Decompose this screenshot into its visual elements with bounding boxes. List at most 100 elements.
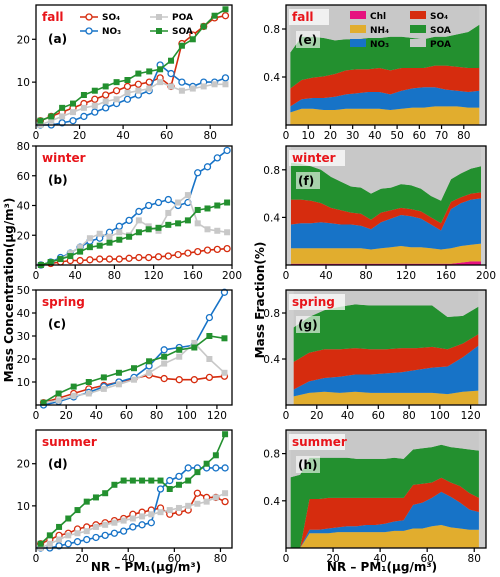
panel-label: (d) — [48, 457, 68, 471]
data-point — [113, 96, 120, 103]
data-point — [161, 353, 168, 360]
data-point — [178, 78, 186, 86]
area-panel-xtick-label: 80 — [359, 270, 372, 282]
line-panel-xtick-label: 0 — [33, 410, 40, 422]
data-point — [85, 390, 92, 397]
area-panel-ytick-label: 0.8 — [263, 449, 280, 461]
data-point — [203, 498, 210, 505]
data-point — [160, 346, 168, 354]
data-point — [65, 532, 72, 539]
data-point — [157, 66, 164, 73]
data-point — [222, 431, 229, 438]
data-point — [146, 358, 153, 365]
data-point — [176, 346, 183, 353]
data-point — [191, 339, 198, 346]
line-panel-ytick-label: 40 — [17, 201, 30, 213]
area-panel-xtick-label: 40 — [368, 130, 381, 142]
line-panel-xtick-label: 0 — [33, 553, 40, 565]
data-point — [175, 376, 183, 384]
data-point — [206, 333, 213, 339]
data-point — [56, 536, 63, 543]
data-point — [115, 381, 122, 388]
area-nh4 — [293, 390, 479, 405]
area-soa — [291, 162, 481, 224]
area-panel-xtick-label: 40 — [341, 410, 354, 422]
data-point — [80, 112, 88, 121]
plot-frame — [285, 289, 487, 406]
data-point — [154, 253, 163, 261]
data-point — [194, 220, 201, 227]
area-no3 — [291, 198, 481, 250]
data-point — [165, 209, 172, 216]
line-panel-xtick-label: 60 — [168, 553, 181, 565]
data-point — [135, 217, 142, 224]
data-point — [116, 229, 123, 236]
line-panel-xtick-label: 80 — [214, 553, 227, 565]
data-point — [224, 229, 231, 236]
data-point — [190, 376, 198, 384]
area-panel-xtick-label: 160 — [436, 270, 456, 282]
data-point — [194, 500, 201, 507]
line-panel-ytick-label: 10 — [17, 501, 30, 513]
data-point — [77, 248, 84, 255]
data-point — [115, 222, 123, 230]
series-line — [40, 81, 226, 126]
data-point — [134, 80, 143, 88]
data-point — [146, 369, 153, 376]
data-point — [214, 227, 221, 234]
line-panel-ytick-label: 10 — [17, 377, 30, 389]
data-point — [92, 494, 99, 501]
data-point — [221, 335, 228, 342]
area-so4 — [291, 192, 481, 231]
series-poa — [37, 79, 229, 128]
legend-label-poa: POA — [172, 13, 193, 23]
data-point — [211, 12, 218, 19]
data-point — [193, 489, 202, 497]
area-panel-xtick-label: 40 — [373, 553, 386, 565]
season-label: winter — [42, 151, 86, 165]
data-point — [48, 113, 55, 120]
data-point — [157, 477, 164, 484]
data-point — [106, 239, 113, 246]
right-x-axis-label: NR – PM₁(µg/m³) — [327, 560, 437, 574]
legend-label-chl: Chl — [370, 12, 386, 22]
area-panel-xtick-label: 60 — [413, 130, 426, 142]
line-panel-ytick-label: 60 — [17, 171, 30, 183]
data-point — [148, 511, 155, 518]
season-label: summer — [292, 435, 347, 449]
data-point — [70, 100, 77, 107]
area-panel-xtick-label: 80 — [402, 410, 415, 422]
line-panel-xtick-label: 40 — [90, 410, 103, 422]
data-point — [147, 519, 155, 527]
data-point — [96, 242, 103, 249]
area-panel-xtick-label: 60 — [372, 410, 385, 422]
data-point — [80, 104, 87, 111]
data-point — [70, 392, 77, 399]
data-point — [194, 247, 202, 256]
area-panel-xtick-label: 70 — [435, 130, 448, 142]
panel-label: (e) — [298, 33, 317, 47]
line-panel-ytick-label: 50 — [17, 285, 30, 297]
data-point — [154, 198, 163, 207]
data-point — [124, 89, 131, 96]
series-line — [40, 63, 226, 126]
area-panel-xtick-label: 0 — [283, 553, 290, 565]
data-point — [91, 108, 99, 116]
data-point — [77, 244, 84, 251]
data-point — [221, 369, 228, 376]
data-point — [145, 226, 152, 233]
area-panel-spring: 0 20 40 60 80 100 120 0.4 0.8 spring (g) — [263, 289, 487, 422]
data-point — [205, 313, 214, 322]
data-point — [91, 102, 98, 109]
data-point — [139, 513, 146, 520]
data-point — [175, 220, 182, 227]
data-point — [92, 523, 99, 530]
legend-marker — [85, 27, 93, 35]
area-panel-winter: 0 40 80 120 160 200 0.4 0.8 winter (f) — [263, 145, 496, 282]
area-panel-xtick-label: 40 — [319, 270, 332, 282]
data-point — [129, 515, 136, 522]
line-panel-xtick-label: 20 — [73, 130, 86, 142]
data-point — [166, 476, 174, 485]
data-point — [155, 224, 162, 231]
